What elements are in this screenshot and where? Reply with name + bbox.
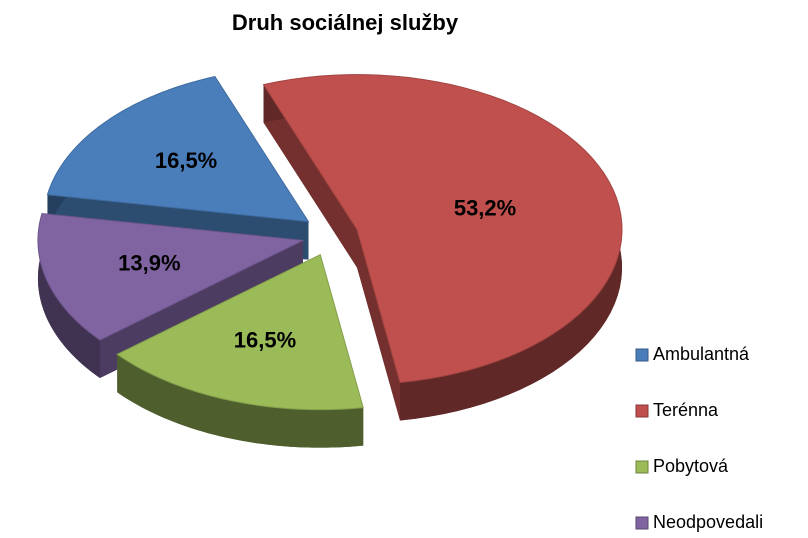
- legend-swatch: [635, 404, 649, 418]
- slice-wall: [357, 229, 401, 421]
- slice-top: [116, 253, 364, 411]
- legend-swatch: [635, 348, 649, 362]
- legend-label: Neodpovedali: [653, 512, 763, 532]
- slice-wall: [263, 84, 358, 268]
- legend-label: Terénna: [653, 400, 719, 420]
- slice: [262, 74, 623, 421]
- data-label: 16,5%: [155, 148, 217, 173]
- legend-label: Ambulantná: [653, 344, 750, 364]
- data-label: 13,9%: [118, 250, 180, 275]
- slice-wall: [37, 213, 100, 379]
- legend-label: Pobytová: [653, 456, 729, 476]
- data-label: 53,2%: [454, 195, 516, 220]
- slice-top: [46, 75, 310, 223]
- slice-top: [37, 212, 305, 341]
- slice-wall: [117, 354, 364, 448]
- legend-swatch: [635, 460, 649, 474]
- slice-top: [262, 74, 623, 384]
- data-label: 16,5%: [234, 328, 296, 353]
- legend-swatch: [635, 516, 649, 530]
- chart-title: Druh sociálnej služby: [232, 10, 459, 35]
- slice: [116, 253, 364, 448]
